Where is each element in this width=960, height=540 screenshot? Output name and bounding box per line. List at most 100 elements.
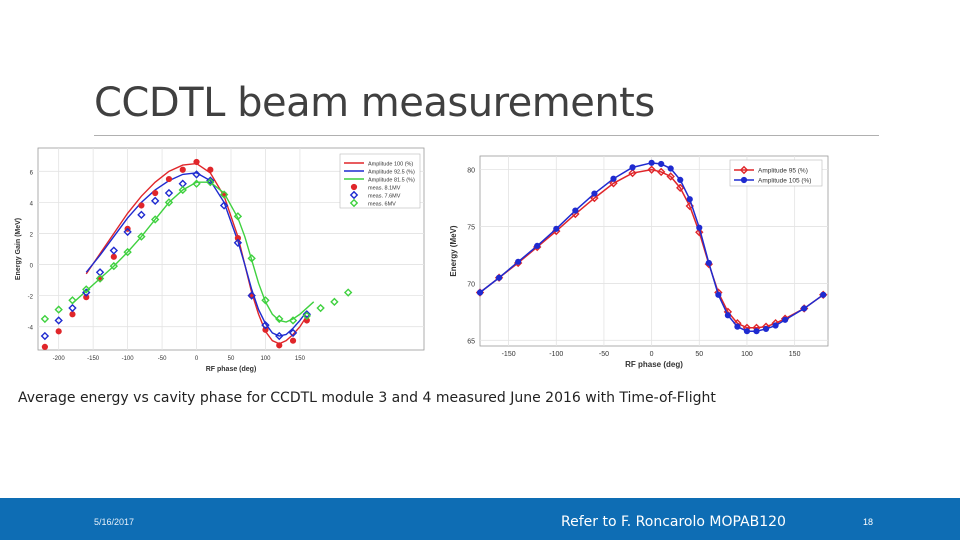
x-tick-label: -150	[87, 356, 100, 362]
data-point	[276, 342, 283, 349]
slide-title: CCDTL beam measurements	[94, 80, 655, 126]
legend-marker	[349, 190, 359, 200]
data-point	[55, 328, 62, 335]
data-point	[289, 337, 297, 344]
footer-date: 5/16/2017	[94, 517, 135, 527]
data-point	[772, 322, 779, 329]
legend-marker	[349, 198, 359, 208]
x-tick-label: 150	[789, 351, 801, 358]
data-point	[262, 326, 269, 333]
data-point	[206, 177, 215, 187]
y-tick-label: 6	[30, 170, 34, 176]
y-tick-label: -4	[28, 326, 34, 332]
legend: Amplitude 100 (%) Amplitude 92.5 (%) Ampli…	[339, 153, 421, 209]
series-3	[71, 181, 315, 323]
series-line	[85, 172, 308, 337]
data-point	[41, 343, 48, 350]
data-point	[165, 175, 173, 183]
data-point	[628, 168, 637, 178]
y-tick-label: 70	[467, 281, 475, 288]
data-point	[316, 303, 325, 313]
data-point	[609, 179, 618, 188]
data-point	[69, 311, 76, 318]
data-point	[572, 207, 579, 214]
legend-item: meas. 7.6MV	[349, 190, 401, 200]
data-point	[288, 328, 298, 338]
legend-item: Amplitude 92.5 (%)	[344, 170, 415, 176]
data-point	[666, 172, 675, 181]
data-point	[275, 314, 284, 324]
data-point	[138, 202, 145, 209]
legend-label: Amplitude 81.5 (%)	[368, 178, 415, 184]
data-point	[137, 232, 146, 241]
y-tick-label: 4	[30, 201, 34, 207]
title-underline	[94, 135, 879, 136]
legend-label: meas. 6MV	[368, 202, 396, 208]
data-point	[179, 166, 186, 173]
data-point	[656, 167, 666, 177]
x-tick-label: 150	[295, 356, 306, 362]
data-point	[54, 305, 63, 314]
data-point	[515, 258, 522, 265]
data-point	[233, 212, 243, 221]
page-number: 18	[863, 517, 874, 527]
data-point	[109, 261, 119, 271]
data-point	[820, 291, 827, 298]
data-point	[192, 179, 201, 188]
data-point	[137, 210, 146, 220]
x-tick-label: 50	[695, 351, 703, 358]
y-tick-label: 80	[467, 168, 475, 175]
series-2	[85, 172, 308, 337]
data-point	[233, 238, 243, 247]
legend-label: Amplitude 92.5 (%)	[368, 170, 415, 176]
x-axis-label: RF phase (deg)	[625, 360, 683, 369]
data-point	[82, 285, 91, 294]
series-1	[85, 162, 308, 345]
data-point	[109, 246, 119, 255]
data-point	[715, 291, 722, 298]
y-tick-label: 2	[30, 232, 34, 238]
figure-caption: Average energy vs cavity phase for CCDTL…	[18, 390, 716, 406]
plot-area	[479, 155, 829, 347]
y-axis-label: Energy (MeV)	[449, 225, 458, 276]
data-point	[261, 296, 270, 305]
legend-label: Amplitude 95 (%)	[758, 168, 808, 175]
legend-item: meas. 6MV	[349, 198, 396, 208]
energy-gain-chart: -200 -150 -100 -50 0 50 100 150 -4 -2 0 2 4 6 RF phase…	[12, 138, 437, 375]
series-2	[476, 159, 827, 335]
series-line	[85, 162, 308, 345]
energy-gain-chart-svg: -200 -150 -100 -50 0 50 100 150 -4 -2 0 2 4 6 RF phase…	[15, 147, 425, 373]
data-point	[54, 316, 63, 325]
data-point	[781, 316, 789, 323]
x-tick-label: -200	[53, 356, 66, 362]
data-point	[206, 176, 215, 185]
data-point	[123, 247, 132, 257]
data-point	[686, 196, 693, 203]
x-tick-label: -150	[502, 351, 516, 358]
data-point	[95, 274, 105, 283]
legend-item: Amplitude 81.5 (%)	[344, 178, 415, 184]
x-tick-label: -100	[549, 351, 563, 358]
legend-label: meas. 8.1MV	[368, 186, 401, 192]
data-point	[696, 224, 703, 231]
data-point	[68, 296, 77, 305]
data-point	[164, 188, 174, 198]
data-point	[302, 311, 312, 321]
x-axis-label: RF phase (deg)	[206, 366, 257, 373]
x-tick-label: 100	[741, 351, 753, 358]
legend-label: Amplitude 105 (%)	[758, 178, 811, 185]
legend-item: meas. 8.1MV	[350, 183, 401, 192]
legend: Amplitude 95 (%) Amplitude 105 (%)	[729, 159, 823, 187]
data-point	[219, 190, 229, 199]
series-line	[71, 181, 315, 323]
data-point	[629, 164, 636, 171]
data-point	[150, 215, 160, 224]
legend-label: meas. 7.6MV	[368, 194, 401, 200]
data-point	[234, 235, 241, 242]
legend-item: Amplitude 95 (%)	[734, 165, 808, 175]
data-point	[705, 259, 712, 267]
legend-marker	[350, 183, 358, 191]
y-tick-label: 0	[30, 264, 34, 270]
legend-item: Amplitude 105 (%)	[734, 176, 811, 185]
data-point	[330, 297, 339, 307]
